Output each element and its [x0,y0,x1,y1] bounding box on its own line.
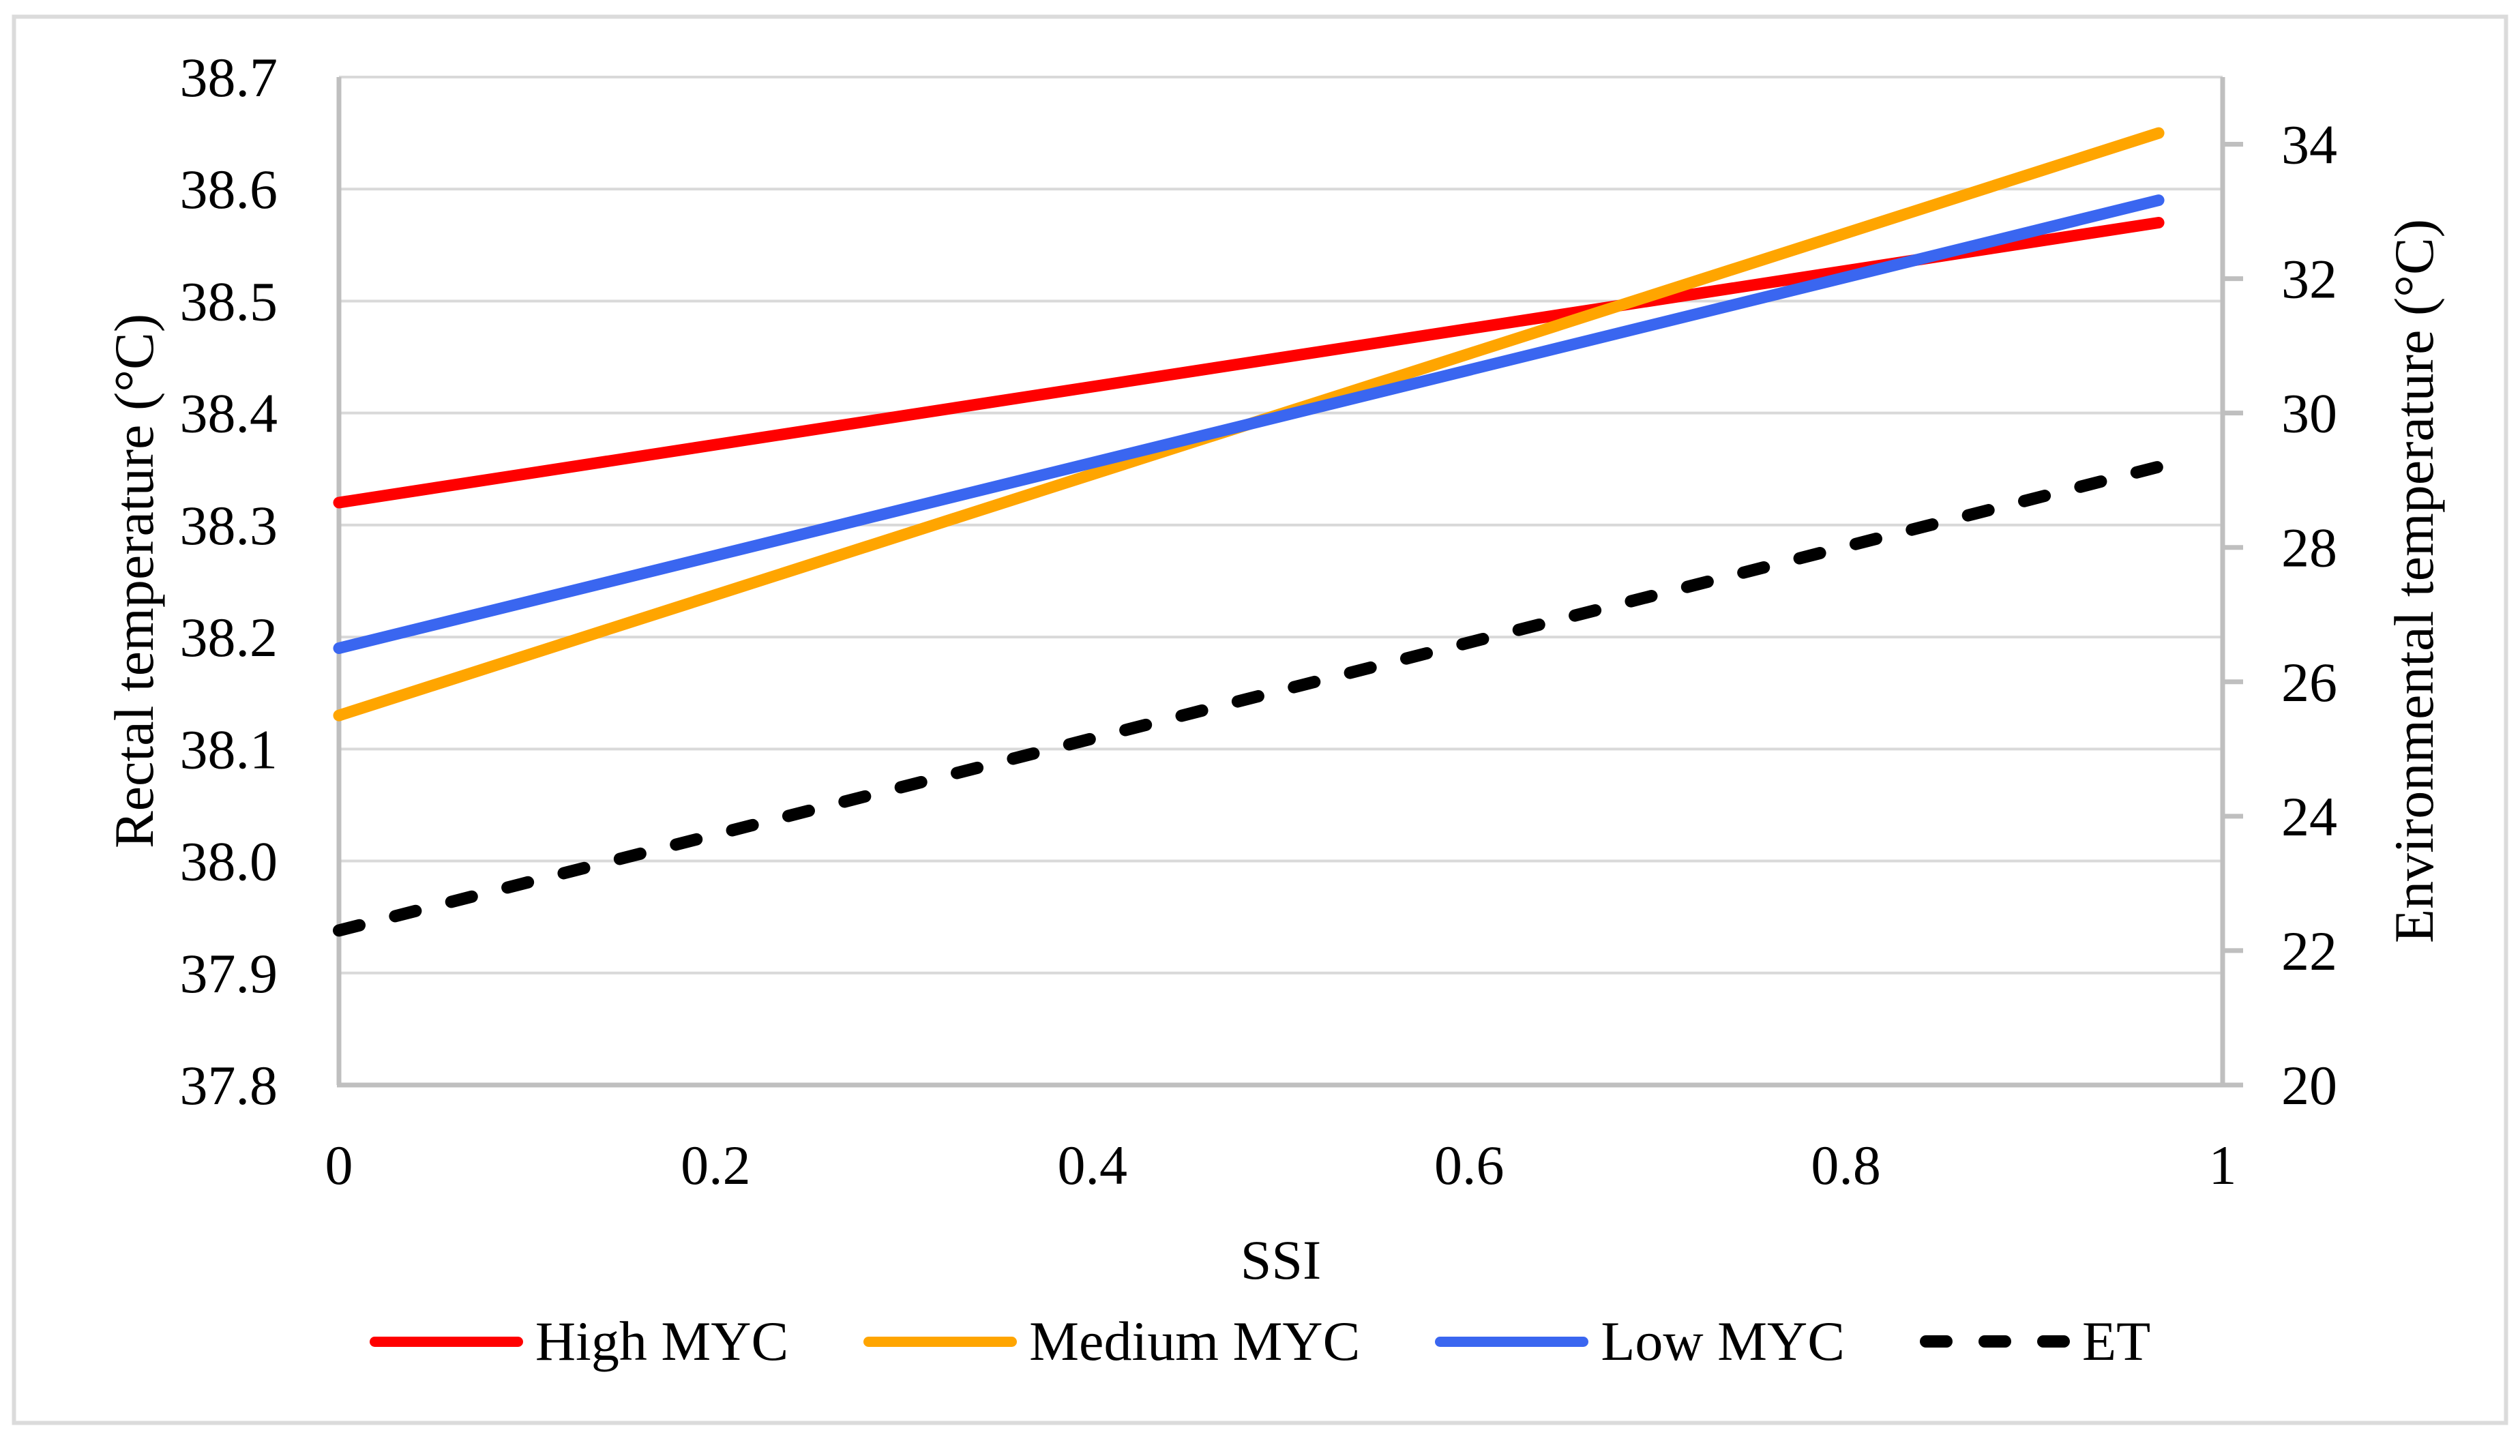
series-line-low-myc [333,194,2165,654]
legend-swatch-et [1919,1335,2070,1348]
legend-item-low-myc: Low MYC [1435,1313,1845,1369]
y-axis-left-tick-label: 38.6 [180,158,278,220]
chart-legend: High MYC Medium MYC Low MYC ET [0,1304,2520,1379]
figure-border [12,14,2508,1425]
y-axis-left-tick-label: 38.1 [180,718,278,780]
legend-dash-segment [2036,1335,2070,1348]
y-axis-right-tick-label: 26 [2281,651,2337,713]
y-axis-right-tick-label: 24 [2281,786,2337,848]
y-axis-left-tick-label: 38.4 [180,383,278,445]
y-axis-left-tick-label: 38.2 [180,606,278,668]
y-axis-right-tick-label: 32 [2281,248,2337,310]
legend-swatch-medium-myc [863,1336,1018,1347]
y-axis-left-tick-label: 37.8 [180,1054,278,1116]
x-axis-tick-label: 0.6 [1434,1134,1504,1196]
x-axis-tick-label: 0.4 [1058,1134,1128,1196]
y-axis-right-tick-label: 34 [2281,114,2337,176]
legend-dash-segment [1919,1335,1953,1348]
y-axis-right-tick-label: 30 [2281,383,2337,445]
y-axis-left-tick-label: 37.9 [180,942,278,1005]
y-axis-left-tick-label: 38.3 [180,494,278,556]
y-axis-left-title: Rectal temperature (°C) [103,313,165,849]
y-axis-left-tick-label: 38.5 [180,270,278,332]
legend-label: Medium MYC [1029,1310,1361,1372]
x-axis-tick-label: 1 [2209,1134,2237,1196]
x-axis-title: SSI [1240,1229,1322,1291]
legend-swatch-high-myc [369,1336,523,1347]
x-axis-tick-label: 0.8 [1811,1134,1881,1196]
y-axis-right-tick-label: 22 [2281,920,2337,982]
legend-item-et: ET [1919,1310,2151,1372]
legend-label: ET [2081,1310,2151,1372]
legend-item-high-myc: High MYC [369,1310,789,1372]
y-axis-left-tick-label: 38.7 [180,46,278,108]
y-axis-right-tick-label: 28 [2281,517,2337,579]
legend-label: Low MYC [1601,1310,1845,1372]
legend-dash-segment [1978,1335,2011,1348]
y-axis-left-tick-label: 38.0 [180,831,278,893]
legend-label: High MYC [535,1310,789,1372]
y-axis-right-tick-label: 20 [2281,1054,2337,1116]
y-axis-right-title: Environmental temperature (°C) [2383,219,2445,943]
x-axis-tick-label: 0 [325,1134,353,1196]
series-line-et [333,460,2165,937]
legend-item-medium-myc: Medium MYC [863,1313,1360,1369]
legend-swatch-low-myc [1435,1336,1589,1347]
x-axis-tick-label: 0.2 [681,1134,751,1196]
